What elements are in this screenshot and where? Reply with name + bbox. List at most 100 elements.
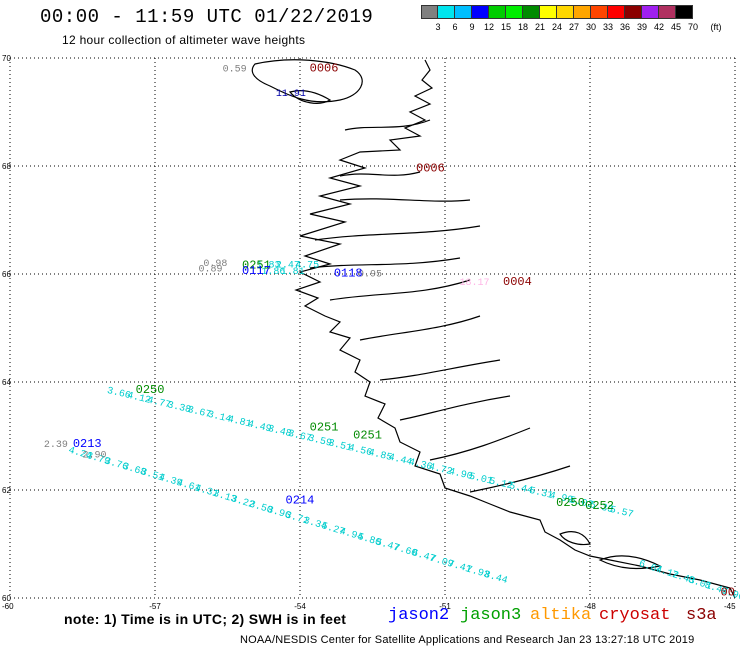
wave-height-value: 3.67: [287, 429, 313, 445]
wave-height-value: 2.39: [44, 440, 68, 451]
pass-id-label: 0004: [503, 275, 532, 289]
lat-tick-label: 64: [2, 378, 11, 387]
wave-height-value: 5.33: [588, 500, 614, 516]
wave-height-value: 0.98: [203, 259, 227, 270]
wave-height-value: 1.86: [261, 267, 285, 278]
pass-id-label: 0214: [286, 494, 315, 508]
legend-label: 30: [585, 22, 597, 32]
altimeter-tracks: 3.664.124.773.383.673.144.814.493.483.67…: [67, 386, 740, 604]
legend-swatch: [438, 5, 455, 19]
wave-height-value: 5.57: [608, 505, 634, 521]
wave-height-value: 5.44: [508, 481, 534, 497]
satellite-name-jason2: jason2: [388, 606, 450, 625]
wave-height-value: 3.66: [106, 386, 132, 402]
pass-id-label: 0251: [310, 421, 339, 435]
legend-label: 36: [619, 22, 631, 32]
legend-swatch: [591, 5, 608, 19]
pass-id-label: 0251: [353, 429, 382, 443]
wave-height-value: 4.36: [407, 457, 433, 473]
lon-tick-label: -60: [2, 602, 14, 611]
pass-id-label: 0250: [556, 496, 585, 510]
lon-tick-label: -54: [294, 602, 306, 611]
wave-height-value: 4.44: [387, 453, 413, 469]
legend-label: 27: [568, 22, 580, 32]
legend-label: 15: [500, 22, 512, 32]
color-legend: 3 6 9 12 15 18 21 24 27 30 33 36 39 42 45 70 (ft): [421, 5, 722, 36]
wave-height-value: 5.31: [528, 486, 554, 502]
pass-id-label: 0252: [585, 499, 614, 513]
wave-height-value: 4.75: [295, 261, 319, 272]
pass-id-label: 0006: [310, 62, 339, 76]
pass-labels: 0.59 11.91 0.980.89 1.832.474.75 1.861.81 0.9…: [44, 62, 735, 600]
legend-label: (ft): [710, 22, 722, 32]
legend-swatch: [540, 5, 557, 19]
legend-label: 24: [551, 22, 563, 32]
lat-tick-label: 68: [2, 162, 11, 171]
wave-height-value: 0.95: [358, 270, 382, 281]
wave-height-value: 4.77: [146, 395, 172, 411]
lon-tick-label: -48: [584, 602, 596, 611]
legend-swatch: [489, 5, 506, 19]
wave-height-value: 2.47: [276, 261, 300, 272]
graticule: [9, 57, 736, 599]
wave-height-value: 5.01: [468, 472, 494, 488]
wave-height-value: 5.12: [488, 476, 514, 492]
wave-height-value: 4.49: [246, 419, 272, 435]
wave-height-value: 18.17: [460, 278, 490, 289]
wave-height-value: 11.91: [276, 89, 306, 100]
satellite-name-s3a: s3a: [686, 606, 717, 625]
wave-height-value: 3.67: [186, 405, 212, 421]
legend-swatch: [455, 5, 472, 19]
wave-height-value: 4.99: [548, 491, 574, 507]
credit-line: NOAA/NESDIS Center for Satellite Applica…: [240, 634, 695, 646]
legend-swatch: [506, 5, 523, 19]
legend-label: 42: [653, 22, 665, 32]
wave-height-value: 4.90: [448, 467, 474, 483]
lat-tick-label: 70: [2, 54, 11, 63]
axis-ticks: 70 68 66 64 62 60-60 -57 -54 -51 -48 -45: [2, 54, 736, 611]
legend-labels: 3 6 9 12 15 18 21 24 27 30 33 36 39 42 45 70 (ft): [421, 22, 721, 36]
legend-swatch: [608, 5, 625, 19]
wave-height-value: 4.72: [427, 462, 453, 478]
wave-height-value: 4.56: [347, 443, 373, 459]
wave-height-value: 4.85: [367, 448, 393, 464]
wave-height-value: 5.02: [568, 495, 594, 511]
footer-note: note: 1) Time is in UTC; 2) SWH is in fe…: [64, 611, 347, 627]
wave-height-value: 3.51: [327, 438, 353, 454]
coastline: [251, 59, 736, 599]
coastline-main: [294, 59, 736, 599]
legend-label: 39: [636, 22, 648, 32]
wave-height-value: 1.83: [257, 261, 281, 272]
fjord-1: [339, 198, 471, 202]
satellite-name-cryosat: cryosat: [599, 606, 671, 625]
pass-id-label: 0118: [334, 267, 363, 281]
pass-id-label: 0251: [242, 259, 271, 273]
wave-height-value: 8.44: [483, 570, 509, 587]
fjord-4: [329, 279, 471, 301]
pass-id-label: 0006: [416, 161, 445, 175]
wave-height-value: 0.89: [199, 264, 223, 275]
legend-label: 3: [435, 22, 441, 32]
legend-label: 21: [534, 22, 546, 32]
wave-height-value: 1.81: [281, 267, 305, 278]
legend-swatch: [421, 5, 438, 19]
legend-label: 70: [687, 22, 699, 32]
fjord-3: [309, 257, 461, 269]
satellite-name-altika: altika: [530, 606, 592, 625]
fjord-8: [429, 427, 531, 461]
legend-swatch: [523, 5, 540, 19]
fjord-9: [469, 465, 571, 493]
island-2: [598, 555, 662, 570]
legend-label: 12: [483, 22, 495, 32]
wave-height-value: 0.59: [223, 65, 247, 76]
wave-height-value: 3.14: [206, 410, 232, 426]
fjord-5: [359, 315, 481, 341]
legend-swatch: [642, 5, 659, 19]
pass-id-label: 0117: [242, 264, 271, 278]
fjord-6: [379, 359, 501, 381]
legend-swatch: [676, 5, 693, 19]
legend-label: 45: [670, 22, 682, 32]
fjord-11: [344, 119, 431, 131]
lat-tick-label: 66: [2, 270, 11, 279]
